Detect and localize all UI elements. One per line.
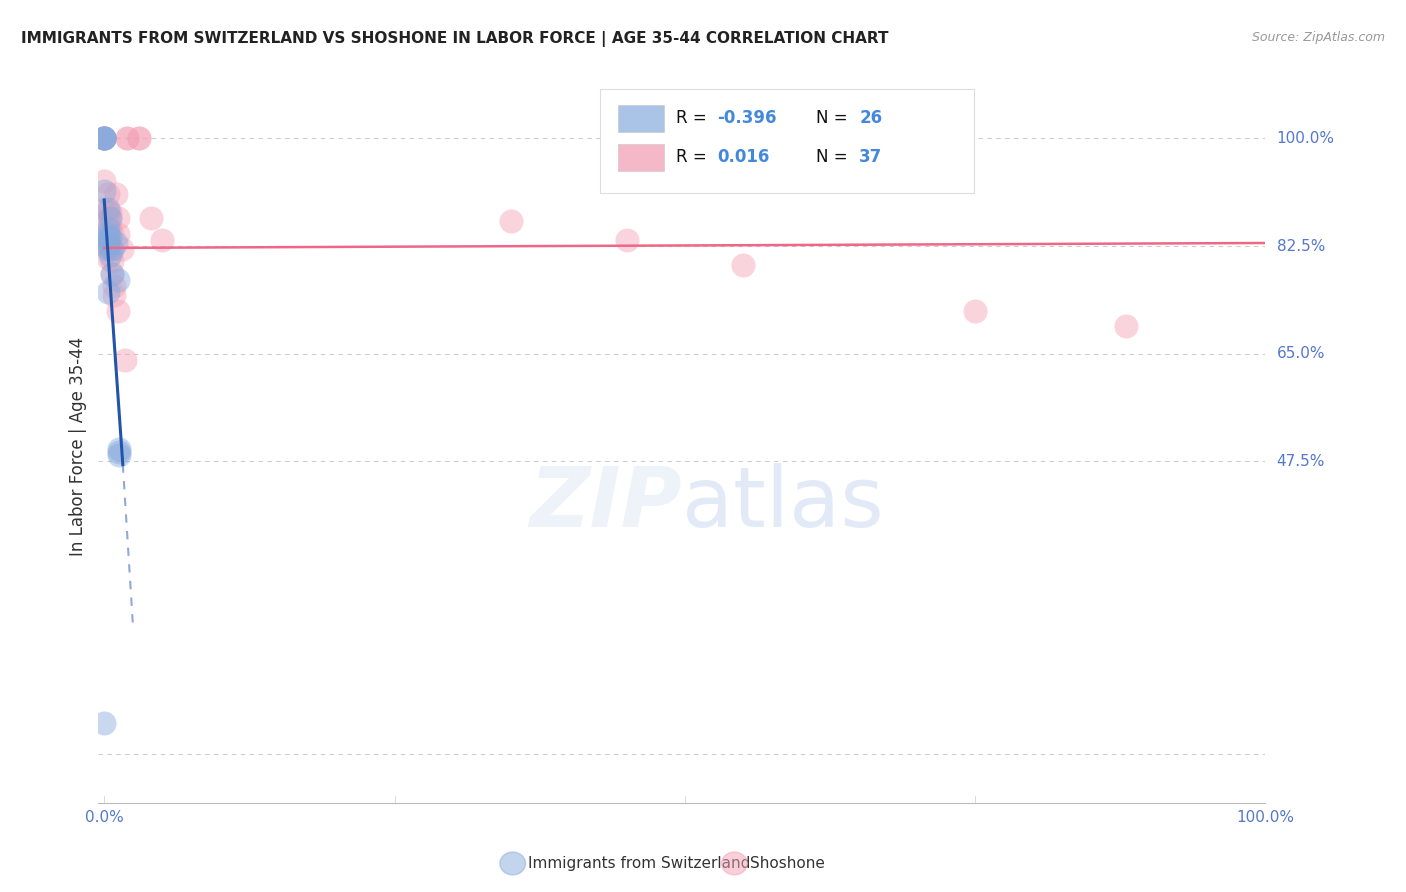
Y-axis label: In Labor Force | Age 35-44: In Labor Force | Age 35-44: [69, 336, 87, 556]
Point: [731, 258, 754, 272]
Point: [107, 273, 129, 287]
Text: 47.5%: 47.5%: [1277, 454, 1324, 469]
Text: 82.5%: 82.5%: [1277, 238, 1324, 253]
Point: [97, 202, 120, 216]
Point: [97, 233, 120, 247]
Point: [97, 242, 120, 256]
Point: [114, 352, 136, 367]
Point: [101, 267, 124, 281]
Bar: [617, 145, 665, 171]
Point: [93, 715, 115, 730]
Text: -0.396: -0.396: [717, 109, 776, 127]
Point: [108, 445, 131, 459]
Point: [117, 131, 139, 145]
Point: [93, 131, 115, 145]
Point: [1115, 319, 1137, 334]
Point: [97, 235, 120, 250]
Point: [101, 242, 124, 256]
Point: [93, 131, 115, 145]
Point: [97, 224, 120, 238]
Point: [499, 214, 522, 228]
Text: R =: R =: [676, 148, 711, 166]
Point: [93, 131, 115, 145]
Point: [108, 448, 131, 462]
Point: [97, 205, 120, 219]
Text: 37: 37: [859, 148, 883, 166]
Point: [97, 227, 120, 241]
Point: [104, 186, 127, 201]
Text: 100.0%: 100.0%: [1277, 131, 1334, 146]
Text: 0.016: 0.016: [717, 148, 769, 166]
Text: N =: N =: [815, 148, 853, 166]
Point: [101, 254, 124, 268]
Point: [93, 202, 115, 216]
Point: [128, 131, 150, 145]
Point: [616, 233, 638, 247]
Text: IMMIGRANTS FROM SWITZERLAND VS SHOSHONE IN LABOR FORCE | AGE 35-44 CORRELATION C: IMMIGRANTS FROM SWITZERLAND VS SHOSHONE …: [21, 31, 889, 47]
Point: [98, 211, 121, 226]
Point: [93, 174, 115, 188]
Point: [93, 131, 115, 145]
Point: [97, 242, 120, 256]
FancyBboxPatch shape: [600, 89, 973, 193]
Point: [98, 205, 121, 219]
Point: [111, 242, 134, 256]
Point: [93, 131, 115, 145]
Point: [107, 227, 129, 241]
Point: [107, 303, 129, 318]
Point: [98, 248, 121, 262]
Text: Shoshone: Shoshone: [749, 856, 824, 871]
Point: [97, 252, 120, 266]
Text: Immigrants from Switzerland: Immigrants from Switzerland: [527, 856, 751, 871]
Text: R =: R =: [676, 109, 711, 127]
Point: [93, 131, 115, 145]
Point: [97, 214, 120, 228]
Point: [93, 184, 115, 198]
Point: [97, 230, 120, 244]
Text: atlas: atlas: [682, 463, 883, 543]
Point: [103, 279, 125, 293]
Point: [97, 239, 120, 253]
Point: [107, 211, 129, 226]
Bar: [617, 105, 665, 132]
Point: [98, 230, 121, 244]
Text: 65.0%: 65.0%: [1277, 346, 1324, 361]
Point: [117, 131, 139, 145]
Point: [108, 442, 131, 456]
Point: [139, 211, 162, 226]
Point: [965, 303, 987, 318]
Point: [93, 131, 115, 145]
Text: ZIP: ZIP: [529, 463, 682, 543]
Point: [104, 235, 127, 250]
Point: [98, 211, 121, 226]
Point: [97, 285, 120, 300]
Point: [97, 186, 120, 201]
Point: [101, 242, 124, 256]
Point: [97, 220, 120, 235]
Point: [98, 220, 121, 235]
Ellipse shape: [721, 852, 747, 875]
Text: Source: ZipAtlas.com: Source: ZipAtlas.com: [1251, 31, 1385, 45]
Point: [128, 131, 150, 145]
Point: [150, 233, 173, 247]
Point: [93, 131, 115, 145]
Point: [101, 227, 124, 241]
Point: [97, 233, 120, 247]
Ellipse shape: [501, 852, 526, 875]
Point: [103, 288, 125, 302]
Text: N =: N =: [815, 109, 853, 127]
Point: [101, 267, 124, 281]
Text: 26: 26: [859, 109, 883, 127]
